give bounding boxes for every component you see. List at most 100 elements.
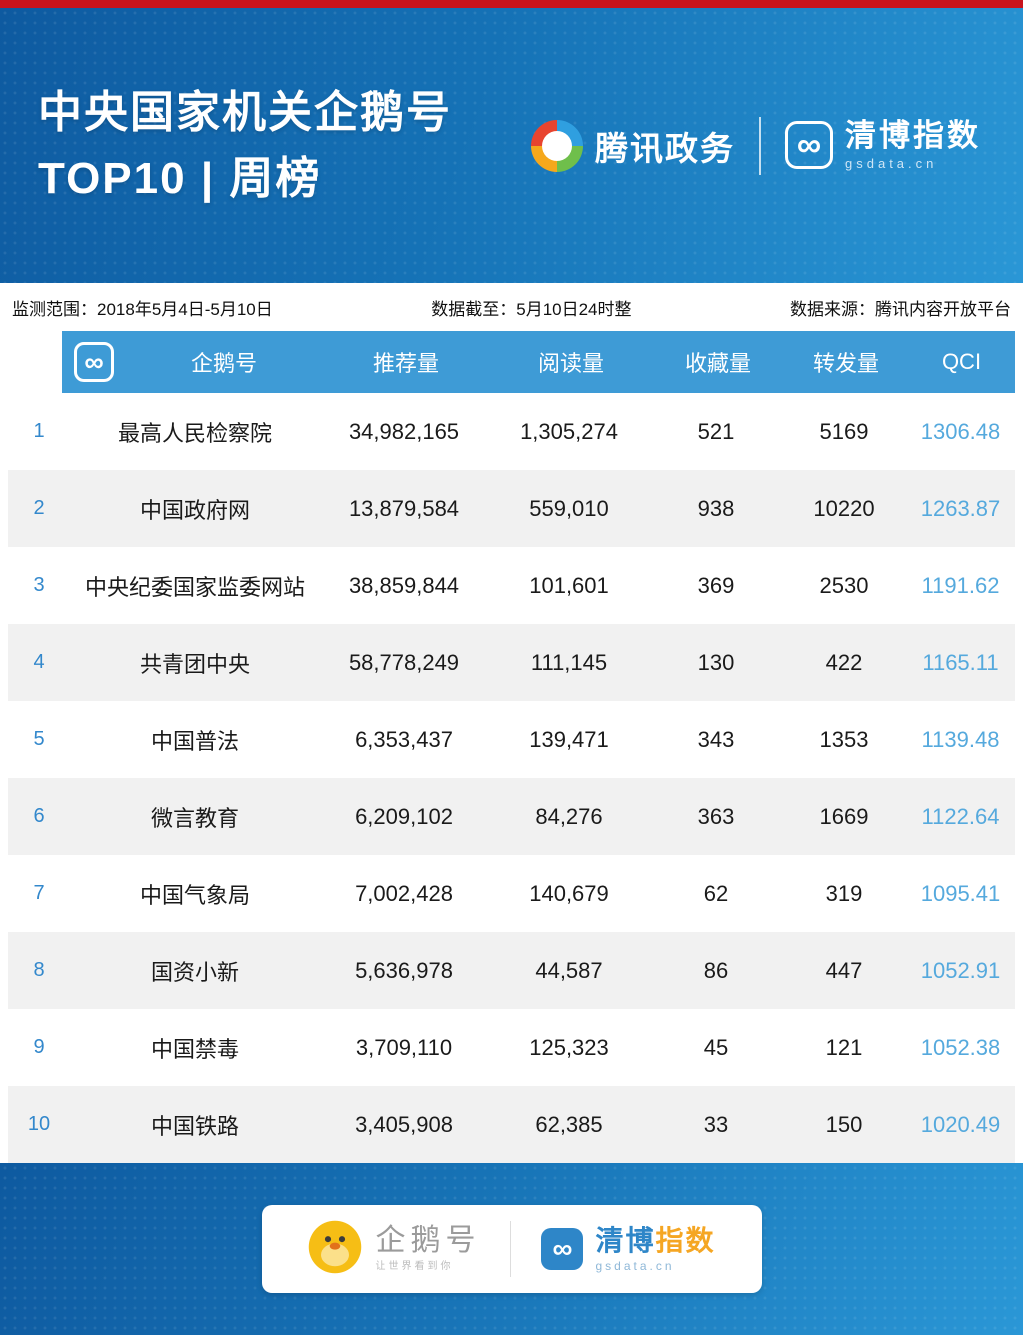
read-cell: 101,601 — [529, 572, 609, 598]
page-title-line1: 中央国家机关企鹅号 — [38, 87, 452, 137]
data-until-text: 数据截至：5月10日24时整 — [431, 299, 632, 319]
footer-banner: 企鹅号 让世界看到你 ∞ 清博指数 gsdata.cn — [0, 1163, 1023, 1335]
recommend-cell: 5,636,978 — [355, 957, 453, 983]
qci-cell: 1306.48 — [920, 418, 1001, 444]
infinity-icon: ∞ — [74, 342, 114, 382]
qingbo-footer-label-orange: 指数 — [655, 1224, 716, 1256]
read-cell: 84,276 — [535, 803, 603, 829]
rank-cell: 1 — [33, 420, 45, 442]
rank-cell: 9 — [33, 1036, 45, 1058]
qingbo-label: 清博指数 — [845, 118, 981, 154]
penguin-icon — [307, 1219, 363, 1280]
ranking-rows: 1 最高人民检察院 34,982,165 1,305,274 521 5169 … — [8, 393, 1015, 1163]
monitor-range-text: 监测范围：2018年5月4日-5月10日 — [12, 299, 273, 319]
favorite-cell: 369 — [697, 572, 735, 598]
rank-cell: 4 — [33, 651, 45, 673]
recommend-cell: 34,982,165 — [348, 418, 460, 444]
account-name-cell: 中国普法 — [150, 728, 239, 754]
favorite-cell: 130 — [697, 649, 735, 675]
forward-cell: 1353 — [819, 726, 869, 752]
rank-cell: 5 — [33, 728, 45, 750]
read-cell: 111,145 — [530, 649, 608, 675]
qci-cell: 1052.38 — [920, 1034, 1001, 1060]
account-name-cell: 最高人民检察院 — [117, 420, 272, 446]
forward-cell: 447 — [825, 957, 863, 983]
recommend-cell: 6,353,437 — [355, 726, 453, 752]
table-row: 3 中央纪委国家监委网站 38,859,844 101,601 369 2530… — [8, 547, 1015, 624]
penguin-tagline: 让世界看到你 — [375, 1261, 454, 1272]
recommend-cell: 6,209,102 — [355, 803, 453, 829]
favorite-cell: 343 — [697, 726, 735, 752]
col-header-forward: 转发量 — [812, 351, 879, 376]
forward-cell: 5169 — [819, 418, 869, 444]
favorite-cell: 33 — [703, 1111, 729, 1137]
footer-logo-card: 企鹅号 让世界看到你 ∞ 清博指数 gsdata.cn — [261, 1205, 762, 1293]
table-row: 4 共青团中央 58,778,249 111,145 130 422 1165.… — [8, 624, 1015, 701]
qci-cell: 1020.49 — [920, 1111, 1001, 1137]
favorite-cell: 86 — [703, 957, 729, 983]
forward-cell: 422 — [825, 649, 863, 675]
qingbo-domain: gsdata.cn — [845, 156, 938, 172]
read-cell: 44,587 — [535, 957, 603, 983]
recommend-cell: 3,709,110 — [355, 1034, 453, 1060]
read-cell: 139,471 — [529, 726, 609, 752]
recommend-cell: 38,859,844 — [348, 572, 460, 598]
read-cell: 1,305,274 — [520, 418, 618, 444]
rank-cell: 7 — [33, 882, 45, 904]
qingbo-footer-logo: ∞ 清博指数 gsdata.cn — [541, 1224, 716, 1272]
table-row: 9 中国禁毒 3,709,110 125,323 45 121 1052.38 — [8, 1009, 1015, 1086]
qingbo-logo: ∞ 清博指数 gsdata.cn — [785, 119, 981, 171]
qci-cell: 1139.48 — [921, 726, 1000, 752]
qingbo-footer-label-blue: 清博 — [595, 1224, 656, 1256]
read-cell: 62,385 — [535, 1111, 603, 1137]
favorite-cell: 45 — [703, 1034, 729, 1060]
table-row: 5 中国普法 6,353,437 139,471 343 1353 1139.4… — [8, 701, 1015, 778]
rank-cell: 10 — [27, 1113, 51, 1135]
table-header: ∞ 企鹅号 推荐量 阅读量 收藏量 转发量 QCI — [62, 331, 1015, 393]
account-name-cell: 中国禁毒 — [150, 1036, 239, 1062]
logo-divider — [759, 116, 761, 175]
table-row: 10 中国铁路 3,405,908 62,385 33 150 1020.49 — [8, 1086, 1015, 1163]
table-row: 8 国资小新 5,636,978 44,587 86 447 1052.91 — [8, 932, 1015, 1009]
rank-cell: 8 — [33, 959, 45, 981]
rank-cell: 3 — [33, 574, 45, 596]
account-name-cell: 中国气象局 — [139, 882, 250, 908]
account-name-cell: 微言教育 — [150, 805, 239, 831]
col-header-recommend: 推荐量 — [372, 351, 439, 376]
forward-cell: 2530 — [819, 572, 869, 598]
read-cell: 559,010 — [529, 495, 609, 521]
account-name-cell: 中央纪委国家监委网站 — [84, 574, 305, 600]
header-banner: 中央国家机关企鹅号 TOP10 | 周榜 腾讯政务 ∞ 清博指数 gsdata.… — [0, 8, 1023, 283]
col-header-read: 阅读量 — [537, 351, 604, 376]
favorite-cell: 521 — [697, 418, 735, 444]
tencent-gov-label: 腾讯政务 — [595, 129, 735, 167]
footer-divider — [510, 1221, 512, 1277]
info-bar: 监测范围：2018年5月4日-5月10日 数据截至：5月10日24时整 数据来源… — [0, 283, 1023, 331]
recommend-cell: 7,002,428 — [355, 880, 453, 906]
penguin-account-logo: 企鹅号 让世界看到你 — [307, 1219, 480, 1280]
table-row: 1 最高人民检察院 34,982,165 1,305,274 521 5169 … — [8, 393, 1015, 470]
col-header-account: 企鹅号 — [190, 351, 257, 376]
rank-cell: 6 — [33, 805, 45, 827]
tencent-gov-icon — [531, 119, 583, 172]
account-name-cell: 中国政府网 — [139, 497, 250, 523]
read-cell: 140,679 — [529, 880, 609, 906]
page-title-line2: TOP10 | 周榜 — [38, 153, 322, 203]
favorite-cell: 62 — [703, 880, 729, 906]
table-row: 2 中国政府网 13,879,584 559,010 938 10220 126… — [8, 470, 1015, 547]
favorite-cell: 938 — [697, 495, 735, 521]
qci-cell: 1191.62 — [921, 572, 1000, 598]
qci-cell: 1263.87 — [920, 495, 1001, 521]
account-name-cell: 国资小新 — [150, 959, 239, 985]
forward-cell: 319 — [825, 880, 863, 906]
forward-cell: 1669 — [819, 803, 869, 829]
recommend-cell: 58,778,249 — [348, 649, 460, 675]
qci-cell: 1052.91 — [920, 957, 1001, 983]
forward-cell: 10220 — [813, 495, 875, 521]
forward-cell: 121 — [825, 1034, 863, 1060]
rank-cell: 2 — [33, 497, 45, 519]
recommend-cell: 13,879,584 — [348, 495, 460, 521]
account-name-cell: 共青团中央 — [139, 651, 250, 677]
banner-logos: 腾讯政务 ∞ 清博指数 gsdata.cn — [531, 116, 985, 175]
qci-cell: 1122.64 — [921, 803, 1000, 829]
